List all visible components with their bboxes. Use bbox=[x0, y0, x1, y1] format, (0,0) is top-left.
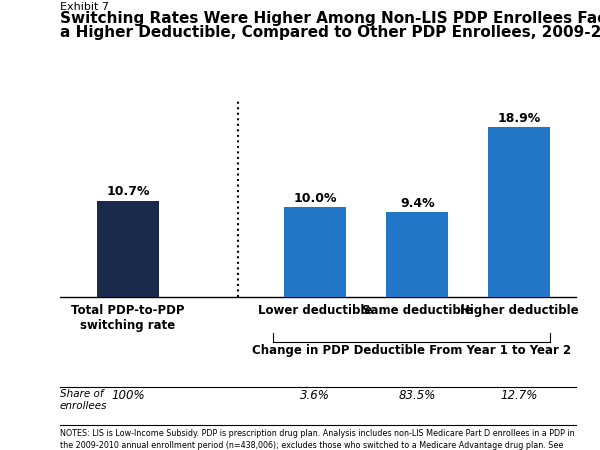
Text: Exhibit 7: Exhibit 7 bbox=[60, 2, 109, 12]
Bar bbox=[284, 207, 346, 297]
Text: 3.6%: 3.6% bbox=[300, 389, 330, 402]
Text: Share of
enrollees: Share of enrollees bbox=[60, 389, 107, 411]
Text: 83.5%: 83.5% bbox=[398, 389, 436, 402]
Text: 18.9%: 18.9% bbox=[497, 112, 541, 125]
Bar bbox=[488, 127, 550, 297]
Text: KAISER: KAISER bbox=[504, 420, 558, 433]
Bar bbox=[97, 201, 159, 297]
Text: 9.4%: 9.4% bbox=[400, 197, 434, 210]
Text: Change in PDP Deductible From Year 1 to Year 2: Change in PDP Deductible From Year 1 to … bbox=[252, 344, 571, 357]
Bar bbox=[386, 212, 448, 297]
Text: 10.7%: 10.7% bbox=[106, 185, 150, 198]
Text: 12.7%: 12.7% bbox=[500, 389, 538, 402]
Text: FAMILY: FAMILY bbox=[512, 431, 550, 441]
Text: 100%: 100% bbox=[111, 389, 145, 402]
Text: a Higher Deductible, Compared to Other PDP Enrollees, 2009-2010: a Higher Deductible, Compared to Other P… bbox=[60, 25, 600, 40]
Text: FOUNDATION: FOUNDATION bbox=[509, 441, 553, 446]
Text: 10.0%: 10.0% bbox=[293, 192, 337, 205]
Text: NOTES: LIS is Low-Income Subsidy. PDP is prescription drug plan. Analysis includ: NOTES: LIS is Low-Income Subsidy. PDP is… bbox=[60, 429, 575, 450]
Text: Switching Rates Were Higher Among Non-LIS PDP Enrollees Facing: Switching Rates Were Higher Among Non-LI… bbox=[60, 11, 600, 26]
Text: THE HENRY J.: THE HENRY J. bbox=[514, 414, 548, 419]
